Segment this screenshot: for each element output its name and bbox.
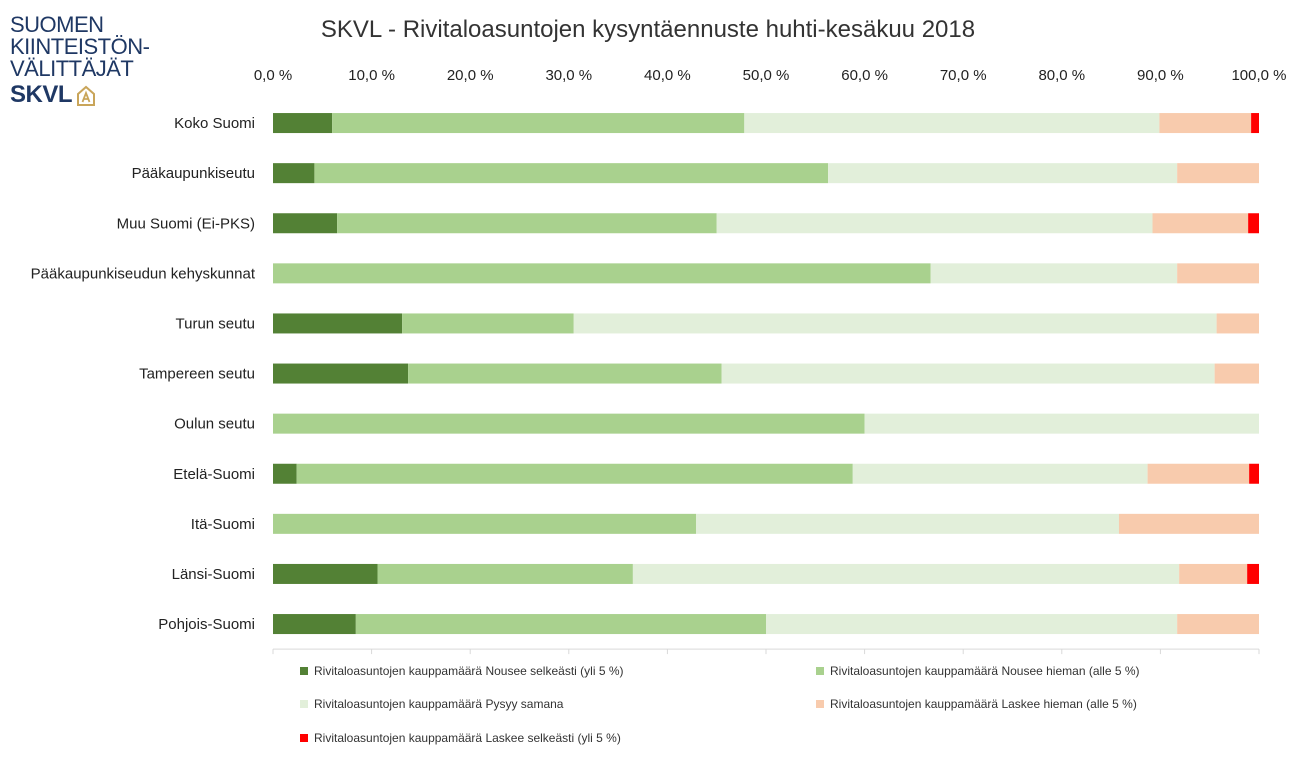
legend-item: Rivitaloasuntojen kauppamäärä Nousee sel… — [300, 662, 624, 680]
logo-text-line-4: SKVL — [10, 81, 73, 108]
legend-swatch — [300, 734, 308, 742]
bar-segment — [1177, 614, 1259, 635]
x-tick-label: 90,0 % — [1137, 67, 1184, 84]
bar-segment — [1214, 363, 1259, 384]
skvl-logo: SUOMEN KIINTEISTÖN- VÄLITTÄJÄT SKVL — [10, 12, 170, 112]
bar-segment — [355, 614, 766, 635]
legend-item: Rivitaloasuntojen kauppamäärä Laskee hie… — [816, 695, 1137, 713]
category-label: Muu Suomi (Ei-PKS) — [117, 215, 255, 232]
bar-segment — [695, 513, 1119, 534]
legend-label: Rivitaloasuntojen kauppamäärä Nousee sel… — [314, 664, 624, 678]
bar-segment — [1177, 163, 1259, 184]
logo-text-line-2: KIINTEISTÖN- — [10, 34, 150, 59]
legend-item: Rivitaloasuntojen kauppamäärä Nousee hie… — [816, 662, 1140, 680]
category-label: Pääkaupunkiseutu — [132, 165, 255, 182]
bar-segment — [1249, 463, 1259, 484]
category-label: Länsi-Suomi — [172, 566, 255, 583]
bar-segment — [273, 263, 931, 284]
legend-swatch — [816, 667, 824, 675]
category-label: Turun seutu — [176, 315, 256, 332]
legend-label: Rivitaloasuntojen kauppamäärä Pysyy sama… — [314, 697, 564, 711]
bar-segment — [864, 413, 1259, 434]
x-tick-label: 30,0 % — [545, 67, 592, 84]
legend-label: Rivitaloasuntojen kauppamäärä Nousee hie… — [830, 664, 1140, 678]
bar-segment — [402, 313, 574, 334]
category-label: Tampereen seutu — [139, 366, 255, 383]
bar-segment — [273, 513, 696, 534]
legend-swatch — [300, 667, 308, 675]
bar-segment — [377, 563, 633, 584]
bar-segment — [930, 263, 1178, 284]
category-label: Etelä-Suomi — [173, 466, 255, 483]
bar-segment — [273, 463, 297, 484]
chart-title: SKVL - Rivitaloasuntojen kysyntäennuste … — [320, 16, 976, 43]
bar-segment — [273, 313, 403, 334]
bar-segment — [337, 213, 717, 234]
category-label: Oulun seutu — [174, 416, 255, 433]
logo-text-line-1: SUOMEN — [10, 12, 104, 37]
bar-segment — [1248, 213, 1259, 234]
legend-swatch — [816, 700, 824, 708]
bar-segment — [744, 113, 1160, 134]
bar-segment — [408, 363, 722, 384]
bar-segment — [296, 463, 853, 484]
bar-segment — [1177, 263, 1259, 284]
bar-segment — [852, 463, 1148, 484]
x-tick-label: 100,0 % — [1231, 67, 1286, 84]
legend-label: Rivitaloasuntojen kauppamäärä Laskee hie… — [830, 697, 1137, 711]
bar-segment — [1152, 213, 1249, 234]
bar-segment — [632, 563, 1180, 584]
category-label: Koko Suomi — [174, 115, 255, 132]
chart-legend: Rivitaloasuntojen kauppamäärä Nousee sel… — [300, 660, 1260, 750]
bar-segment — [314, 163, 829, 184]
house-a-icon — [77, 85, 95, 106]
legend-item: Rivitaloasuntojen kauppamäärä Laskee sel… — [300, 729, 621, 747]
x-tick-label: 0,0 % — [254, 67, 292, 84]
bar-segment — [1216, 313, 1259, 334]
bar-segment — [716, 213, 1153, 234]
x-tick-label: 60,0 % — [841, 67, 888, 84]
bar-segment — [1247, 563, 1259, 584]
bar-segment — [273, 363, 409, 384]
bar-segment — [828, 163, 1178, 184]
bar-segment — [1179, 563, 1248, 584]
bar-segment — [1159, 113, 1252, 134]
bar-segment — [273, 413, 865, 434]
chart-plot: 0,0 % 10,0 % 20,0 % 30,0 % 40,0 % 50,0 % 60,0 … — [31, 67, 1287, 655]
category-label: Pohjois-Suomi — [158, 616, 255, 633]
x-tick-label: 50,0 % — [743, 67, 790, 84]
bar-segment — [1118, 513, 1259, 534]
legend-swatch — [300, 700, 308, 708]
bar-segment — [1251, 113, 1259, 134]
bar-segment — [273, 614, 356, 635]
x-tick-label: 20,0 % — [447, 67, 494, 84]
legend-label: Rivitaloasuntojen kauppamäärä Laskee sel… — [314, 731, 621, 745]
bar-segment — [1147, 463, 1250, 484]
x-tick-label: 40,0 % — [644, 67, 691, 84]
bar-segment — [721, 363, 1215, 384]
bar-segment — [273, 163, 315, 184]
bar-segment — [332, 113, 745, 134]
logo-text-line-3: VÄLITTÄJÄT — [10, 56, 134, 81]
x-tick-label: 80,0 % — [1038, 67, 1085, 84]
x-tick-label: 70,0 % — [940, 67, 987, 84]
category-label: Pääkaupunkiseudun kehyskunnat — [31, 265, 256, 282]
bar-segment — [273, 113, 333, 134]
legend-item: Rivitaloasuntojen kauppamäärä Pysyy sama… — [300, 695, 563, 713]
category-label: Itä-Suomi — [191, 516, 255, 533]
bar-segment — [273, 563, 378, 584]
bar-segment — [273, 213, 338, 234]
x-tick-label: 10,0 % — [348, 67, 395, 84]
bar-segment — [766, 614, 1178, 635]
bar-segment — [573, 313, 1217, 334]
